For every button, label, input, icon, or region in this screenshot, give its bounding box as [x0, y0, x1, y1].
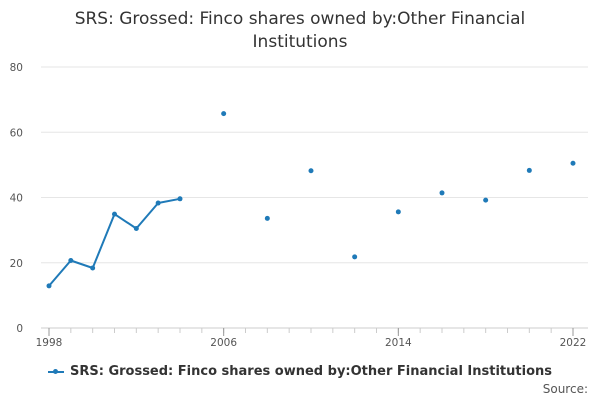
data-point-2000[interactable]: [90, 265, 96, 271]
data-point-2014[interactable]: [395, 209, 401, 215]
data-point-2004[interactable]: [177, 196, 183, 202]
axes: 0 20 40 60 80 1998 2006 2014 2022: [10, 62, 588, 349]
y-tick-label-0: 0: [16, 323, 23, 335]
data-point-2018[interactable]: [483, 197, 489, 203]
legend: SRS: Grossed: Finco shares owned by:Othe…: [0, 364, 600, 381]
legend-line-marker-icon: [47, 367, 64, 377]
data-point-1999[interactable]: [68, 257, 74, 263]
data-point-2016[interactable]: [439, 190, 445, 196]
y-tick-label-20: 20: [10, 258, 23, 270]
data-point-2022[interactable]: [570, 160, 576, 166]
source-label: Source:: [542, 382, 588, 396]
data-point-1998[interactable]: [46, 283, 52, 289]
x-tick-label-2014: 2014: [385, 337, 412, 349]
data-point-2002[interactable]: [133, 225, 139, 231]
x-tick-label-2022: 2022: [560, 337, 587, 349]
legend-label: SRS: Grossed: Finco shares owned by:Othe…: [69, 364, 552, 379]
chart-title: SRS: Grossed: Finco shares owned by:Othe…: [0, 8, 600, 54]
y-tick-label-40: 40: [10, 193, 23, 205]
data-point-2012[interactable]: [352, 254, 358, 260]
data-point-2006[interactable]: [221, 111, 227, 117]
series-layer: [46, 111, 576, 289]
grid-lines: [41, 66, 588, 264]
y-tick-label-80: 80: [10, 62, 23, 74]
data-point-2008[interactable]: [264, 215, 270, 221]
legend-item[interactable]: SRS: Grossed: Finco shares owned by:Othe…: [47, 364, 552, 379]
chart-title-line-1: SRS: Grossed: Finco shares owned by:Othe…: [74, 9, 526, 29]
data-point-2010[interactable]: [308, 168, 314, 174]
x-tick-label-1998: 1998: [36, 337, 63, 349]
x-tick-label-2006: 2006: [210, 337, 237, 349]
chart-title-line-2: Institutions: [252, 32, 348, 52]
data-point-2003[interactable]: [155, 200, 161, 206]
data-point-2001[interactable]: [112, 211, 117, 217]
y-tick-label-60: 60: [10, 127, 23, 139]
data-point-2020[interactable]: [526, 167, 532, 173]
